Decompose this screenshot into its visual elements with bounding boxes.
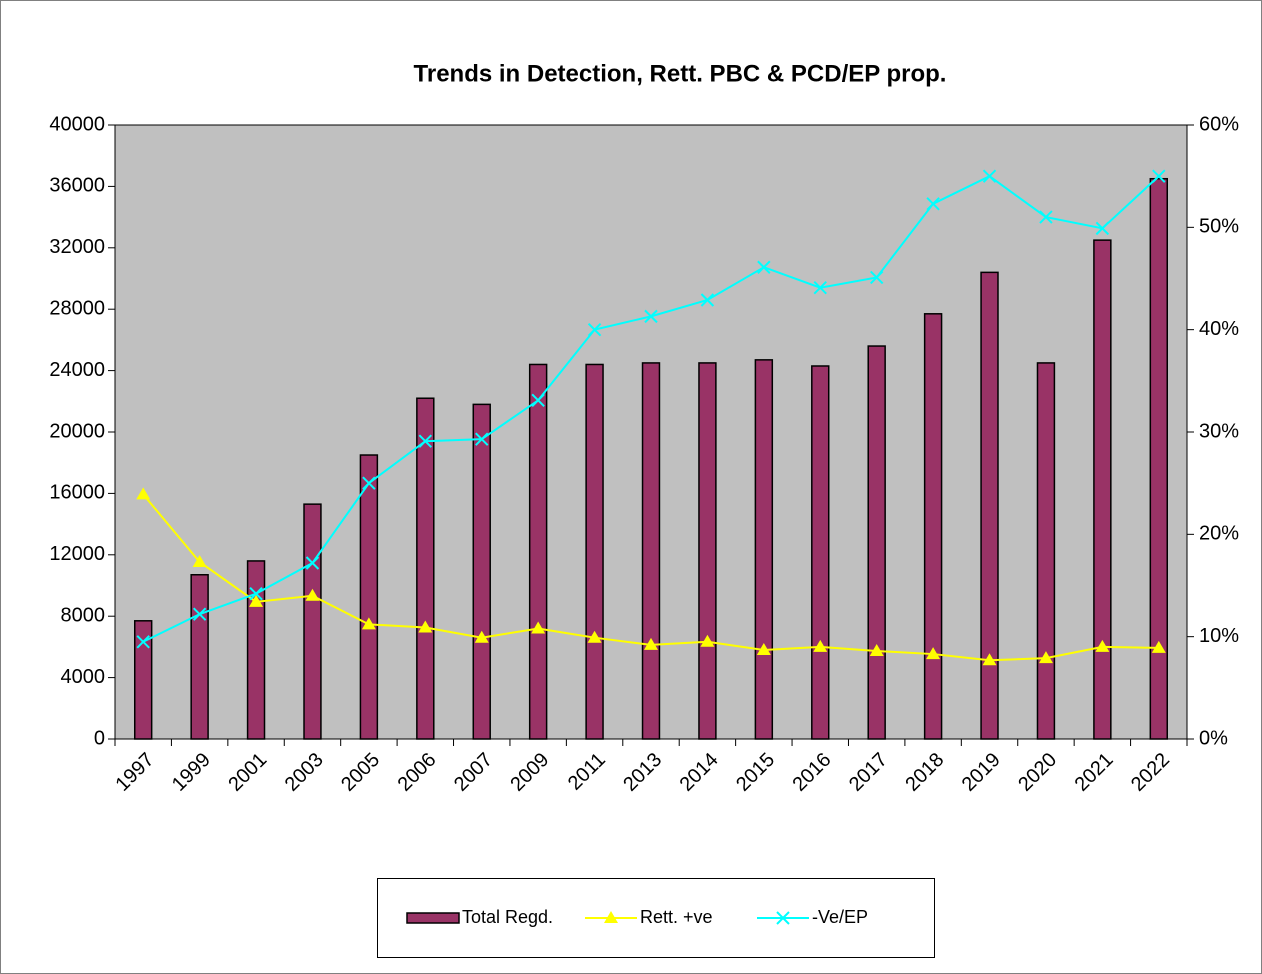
marker <box>757 260 771 274</box>
y-tick-label: 4000 <box>61 666 106 688</box>
marker <box>136 487 151 500</box>
y2-tick-label: 60% <box>1199 113 1239 135</box>
marker <box>531 621 546 634</box>
marker <box>418 434 433 448</box>
marker <box>644 637 658 650</box>
y2-tick-label: 20% <box>1199 523 1239 545</box>
y2-tick-label: 0% <box>1199 727 1228 749</box>
bar <box>811 365 830 740</box>
marker <box>305 588 320 601</box>
marker <box>249 586 263 601</box>
marker <box>1039 210 1053 224</box>
y-tick-label: 28000 <box>49 297 105 319</box>
marker <box>813 639 828 652</box>
marker <box>362 476 376 490</box>
marker <box>1095 639 1110 652</box>
marker <box>474 630 489 643</box>
marker <box>1038 651 1053 664</box>
bar <box>641 362 661 740</box>
bar <box>303 503 322 740</box>
y-tick-label: 16000 <box>49 482 105 504</box>
legend: Total Regd. Rett. +ve -Ve/EP <box>377 878 935 958</box>
marker <box>305 556 320 570</box>
marker <box>531 393 545 407</box>
y-tick-label: 24000 <box>49 359 105 381</box>
marker <box>776 911 790 925</box>
marker <box>756 642 771 655</box>
y2-tick-label: 50% <box>1199 216 1239 238</box>
chart-title: Trends in Detection, Rett. PBC & PCD/EP … <box>414 60 947 87</box>
marker <box>604 911 618 923</box>
y2-tick-label: 40% <box>1199 318 1239 340</box>
y2-tick-label: 10% <box>1199 625 1239 647</box>
bar <box>133 620 153 740</box>
bar <box>585 363 604 740</box>
marker <box>700 634 715 647</box>
bar <box>359 454 379 740</box>
y-tick-label: 8000 <box>61 604 106 626</box>
y-tick-label: 36000 <box>49 175 105 197</box>
marker <box>192 607 207 621</box>
marker <box>361 617 376 630</box>
bar <box>923 313 943 740</box>
legend-swatch <box>406 912 460 924</box>
marker <box>1152 169 1166 183</box>
bar <box>1093 239 1112 740</box>
legend-label: Rett. +ve <box>640 907 713 927</box>
marker <box>192 554 207 567</box>
legend-label: Total Regd. <box>462 907 553 927</box>
marker <box>418 620 433 633</box>
y2-tick-label: 30% <box>1199 420 1239 442</box>
y-tick-label: 32000 <box>49 236 105 258</box>
marker <box>869 270 884 285</box>
bar <box>190 574 209 740</box>
marker <box>1151 640 1166 653</box>
bar <box>867 345 886 740</box>
bar <box>754 359 774 740</box>
bar <box>472 403 491 740</box>
y-tick-label: 0 <box>94 727 105 749</box>
marker <box>926 647 941 660</box>
marker <box>982 169 997 183</box>
marker <box>249 594 264 607</box>
bar <box>1149 177 1169 740</box>
legend-label: -Ve/EP <box>812 907 868 927</box>
y-tick-label: 12000 <box>49 543 105 565</box>
marker <box>475 432 489 446</box>
bar <box>416 397 435 740</box>
bar <box>1036 362 1056 740</box>
marker <box>926 197 940 211</box>
marker <box>813 281 827 295</box>
marker <box>587 630 602 643</box>
y-tick-label: 20000 <box>49 420 105 442</box>
marker <box>1095 221 1110 236</box>
bar <box>980 271 999 740</box>
marker <box>700 293 715 307</box>
marker <box>644 309 658 324</box>
legend-box <box>377 878 935 958</box>
marker <box>587 322 602 337</box>
y-tick-label: 40000 <box>49 113 105 135</box>
marker <box>869 643 884 656</box>
bar <box>698 362 717 740</box>
marker <box>982 653 997 666</box>
marker <box>136 635 150 649</box>
bar <box>528 363 548 740</box>
